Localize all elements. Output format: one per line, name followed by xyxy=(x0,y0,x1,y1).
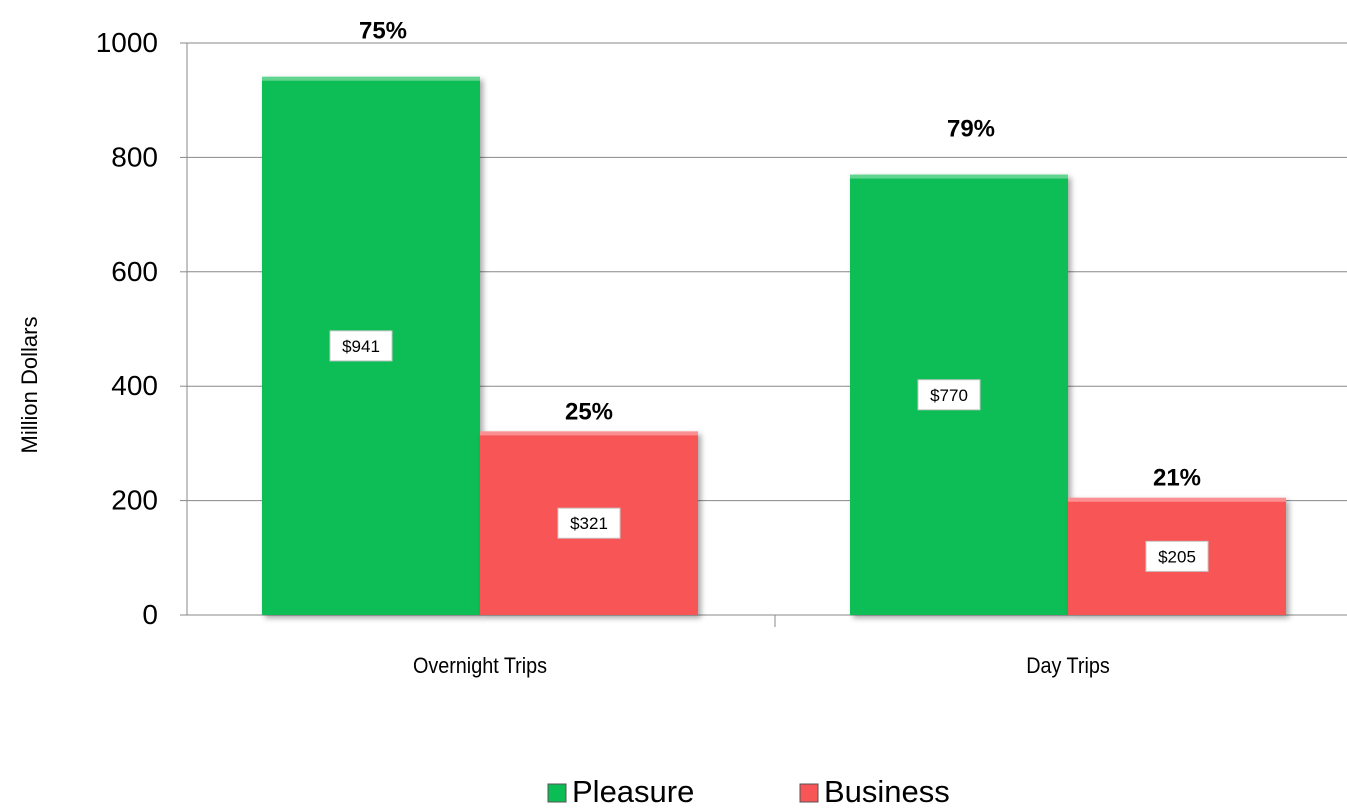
y-tick-label: 1000 xyxy=(96,27,158,58)
bar-highlight xyxy=(262,76,480,81)
legend: Pleasure Business xyxy=(547,774,950,809)
value-label-box xyxy=(557,507,621,539)
legend-item-business: Business xyxy=(799,774,950,809)
share-label: 79% xyxy=(947,116,995,143)
share-label: 21% xyxy=(1153,465,1201,492)
category-label: Overnight Trips xyxy=(413,654,547,678)
y-tick-label: 800 xyxy=(111,141,158,172)
y-tick-label: 600 xyxy=(111,256,158,287)
share-label: 75% xyxy=(359,18,407,45)
value-label-box xyxy=(917,379,981,411)
bar-highlight xyxy=(850,174,1068,179)
bar-business-0 xyxy=(480,431,698,615)
legend-swatch xyxy=(799,783,819,803)
value-label: $770 xyxy=(930,386,968,405)
y-tick-label: 0 xyxy=(142,599,158,630)
legend-label: Business xyxy=(824,774,950,809)
data-labels: $941 75% $321 25% $770 79% $205 21% xyxy=(329,18,1209,572)
value-label-box xyxy=(329,330,393,362)
bar-highlight xyxy=(480,431,698,436)
category-label: Day Trips xyxy=(1026,654,1110,678)
legend-item-pleasure: Pleasure xyxy=(547,774,694,809)
y-tick-label: 400 xyxy=(111,370,158,401)
value-label: $321 xyxy=(570,514,608,533)
y-tick-label: 200 xyxy=(111,485,158,516)
legend-swatch xyxy=(547,783,567,803)
value-label: $941 xyxy=(342,337,380,356)
value-label-box xyxy=(1145,540,1209,572)
share-label: 25% xyxy=(565,398,613,425)
bar-highlight xyxy=(1068,497,1286,502)
value-label: $205 xyxy=(1158,547,1196,566)
legend-label: Pleasure xyxy=(572,774,694,809)
y-axis-title: Million Dollars xyxy=(17,317,42,454)
